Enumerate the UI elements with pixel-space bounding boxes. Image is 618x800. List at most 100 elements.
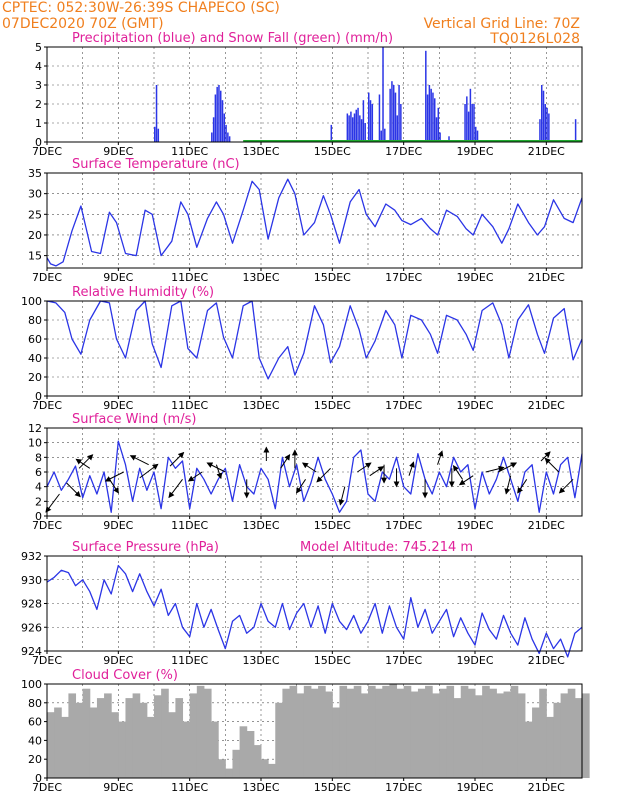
y-tick-label: 60	[28, 716, 42, 729]
grid-note: Vertical Grid Line: 70Z	[423, 16, 580, 32]
x-tick-label: 9DEC	[103, 654, 133, 667]
cloud-bar	[325, 691, 333, 778]
y-tick-label: 10	[28, 437, 42, 450]
precip-bar	[378, 94, 381, 142]
wind-vector	[540, 451, 551, 462]
x-tick-label: 17DEC	[385, 519, 422, 532]
cloud-bar	[510, 685, 519, 778]
precip-bar	[435, 117, 438, 142]
precip-bar	[546, 107, 548, 142]
cloud-bar	[346, 688, 355, 778]
x-tick-label: 9DEC	[103, 145, 133, 158]
x-tick-label: 11DEC	[171, 145, 208, 158]
cloud-bar	[189, 693, 198, 778]
precip-bar	[437, 107, 440, 142]
station-header: CPTEC: 052:30W-26:39S CHAPECO (SC)	[2, 0, 280, 16]
precip-bar	[219, 90, 222, 142]
wind-vector	[517, 479, 528, 494]
wind-vector	[168, 479, 183, 499]
cloud-bar	[139, 702, 148, 778]
precip-bar	[398, 85, 400, 142]
panel-precip: Precipitation (blue) and Snow Fall (gree…	[32, 31, 583, 158]
precip-bar	[355, 109, 358, 142]
x-tick-label: 19DEC	[456, 271, 493, 284]
wind-vector	[187, 471, 203, 482]
precip-bar	[426, 94, 429, 142]
rh-series-line	[46, 300, 583, 380]
wind-vector	[78, 454, 94, 469]
y-tick-label: 8	[35, 451, 42, 464]
x-tick-label: 7DEC	[32, 519, 62, 532]
y-tick-label: 100	[21, 295, 42, 308]
x-tick-label: 15DEC	[314, 399, 351, 412]
x-tick-label: 7DEC	[32, 399, 62, 412]
cloud-bar	[368, 685, 376, 778]
cloud-bar	[567, 688, 576, 778]
cloud-bar	[482, 685, 490, 778]
panel-frame	[46, 46, 583, 143]
precip-bar	[228, 136, 231, 142]
y-tick-label: 20	[28, 371, 42, 384]
cloud-bar	[246, 731, 255, 778]
cloud-bar	[203, 688, 212, 778]
wind-vector	[558, 478, 574, 494]
y-tick-label: 80	[28, 697, 42, 710]
cloud-bar	[239, 726, 248, 778]
x-tick-label: 9DEC	[103, 519, 133, 532]
panel-frame	[46, 683, 583, 779]
wind-vector	[458, 475, 474, 486]
wind-vector	[139, 463, 159, 479]
cloud-bar	[261, 759, 269, 778]
precip-bar	[369, 100, 372, 142]
y-tick-label: 1	[35, 117, 42, 130]
cloud-bar	[425, 685, 433, 778]
y-tick-label: 6	[35, 466, 42, 479]
x-tick-label: 15DEC	[314, 145, 351, 158]
y-tick-label: 2	[35, 98, 42, 111]
cloud-bar	[268, 763, 276, 778]
x-tick-label: 19DEC	[456, 654, 493, 667]
precip-bar	[392, 85, 395, 142]
precip-bar	[428, 85, 431, 142]
y-tick-label: 35	[28, 167, 42, 180]
wind-vector	[408, 461, 415, 476]
wind-vector	[66, 482, 81, 498]
precip-bar	[425, 50, 427, 142]
cloud-bar	[396, 688, 405, 778]
y-tick-label: 924	[21, 645, 42, 658]
precip-bar	[448, 136, 450, 142]
precip-bar	[351, 117, 354, 142]
cloud-bar	[82, 688, 91, 778]
precip-bar	[216, 86, 218, 142]
wind-vector	[129, 455, 149, 466]
cloud-bar	[161, 688, 169, 778]
y-tick-label: 5	[35, 41, 42, 54]
wind-vector	[301, 462, 317, 473]
wind-vector	[316, 467, 331, 483]
cloud-bar	[360, 693, 369, 778]
y-tick-label: 930	[21, 574, 42, 587]
panel-frame	[46, 172, 583, 269]
cloud-bar	[582, 693, 590, 778]
cloud-bar	[175, 698, 184, 778]
x-tick-label: 7DEC	[32, 145, 62, 158]
cloud-bar	[560, 693, 569, 778]
precip-bar	[466, 96, 468, 142]
y-tick-label: 0	[35, 136, 42, 149]
date-header: 07DEC2020 70Z (GMT)	[2, 16, 164, 32]
cloud-bar	[211, 721, 219, 778]
cloud-bar	[104, 693, 112, 778]
precip-bar	[348, 115, 350, 142]
precip-bar	[154, 126, 156, 142]
panel-title: Relative Humidity (%)	[72, 285, 214, 300]
run-code: TQ0126L028	[490, 31, 580, 47]
panel-wind: Surface Wind (m/s) 0 24 6 810 12 7DEC 9DEC 11DEC…	[28, 412, 583, 532]
cloud-bar	[75, 702, 84, 778]
y-tick-label: 20	[28, 229, 42, 242]
precip-bar	[225, 124, 227, 142]
wind-vector	[215, 464, 223, 480]
panel-frame	[46, 300, 583, 397]
cloud-bar	[111, 712, 119, 778]
cloud-bar	[146, 716, 155, 778]
precip-bar	[430, 88, 432, 142]
